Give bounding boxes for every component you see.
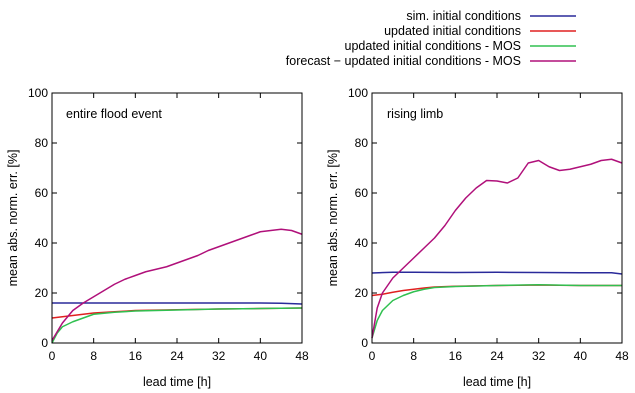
x-tick-label: 24 — [490, 349, 504, 363]
y-tick-label: 100 — [348, 86, 368, 100]
x-tick-label: 0 — [49, 349, 56, 363]
x-tick-label: 24 — [170, 349, 184, 363]
x-tick-label: 48 — [295, 349, 309, 363]
y-tick-label: 100 — [28, 86, 48, 100]
x-axis-label: lead time [h] — [143, 375, 211, 389]
series-line — [51, 307, 303, 344]
legend-label: updated initial conditions — [384, 24, 521, 38]
y-axis-label: mean abs. norm. err. [%] — [6, 150, 20, 287]
legend-entry: updated initial conditions - MOS — [345, 39, 576, 53]
y-tick-label: 40 — [35, 236, 49, 250]
x-tick-label: 0 — [369, 349, 376, 363]
legend: sim. initial conditions updated initial … — [286, 9, 576, 68]
y-axis-label: mean abs. norm. err. [%] — [326, 150, 340, 287]
series-line — [371, 271, 623, 275]
legend-entry: forecast − updated initial conditions - … — [286, 54, 576, 68]
y-tick-label: 0 — [41, 336, 48, 350]
series-line — [371, 158, 623, 339]
y-tick-label: 0 — [361, 336, 368, 350]
y-tick-label: 20 — [355, 286, 369, 300]
plot-frame — [51, 92, 303, 344]
series-line — [51, 228, 303, 341]
panel-rising-limb: rising limb lead time [h] mean abs. norm… — [326, 86, 629, 389]
y-tick-label: 80 — [35, 136, 49, 150]
series-line — [371, 284, 622, 339]
y-tick-label: 20 — [35, 286, 49, 300]
legend-entry: updated initial conditions — [384, 24, 576, 38]
x-tick-label: 32 — [212, 349, 226, 363]
x-tick-label: 40 — [574, 349, 588, 363]
panel-entire-flood-event: entire flood event lead time [h] mean ab… — [6, 86, 309, 389]
legend-label: updated initial conditions - MOS — [345, 39, 521, 53]
legend-label: forecast − updated initial conditions - … — [286, 54, 521, 68]
legend-entry: sim. initial conditions — [406, 9, 576, 23]
x-tick-label: 8 — [90, 349, 97, 363]
plot-frame — [371, 92, 623, 344]
x-tick-label: 48 — [615, 349, 629, 363]
x-axis-label: lead time [h] — [463, 375, 531, 389]
x-tick-label: 8 — [410, 349, 417, 363]
y-tick-label: 80 — [355, 136, 369, 150]
x-tick-label: 16 — [129, 349, 143, 363]
legend-label: sim. initial conditions — [406, 9, 521, 23]
y-tick-label: 60 — [355, 186, 369, 200]
panel-annotation: rising limb — [387, 107, 443, 121]
x-tick-label: 16 — [449, 349, 463, 363]
y-tick-label: 40 — [355, 236, 369, 250]
x-tick-label: 32 — [532, 349, 546, 363]
y-tick-label: 60 — [35, 186, 49, 200]
panel-annotation: entire flood event — [66, 107, 162, 121]
series-line — [52, 302, 303, 305]
x-tick-label: 40 — [254, 349, 268, 363]
